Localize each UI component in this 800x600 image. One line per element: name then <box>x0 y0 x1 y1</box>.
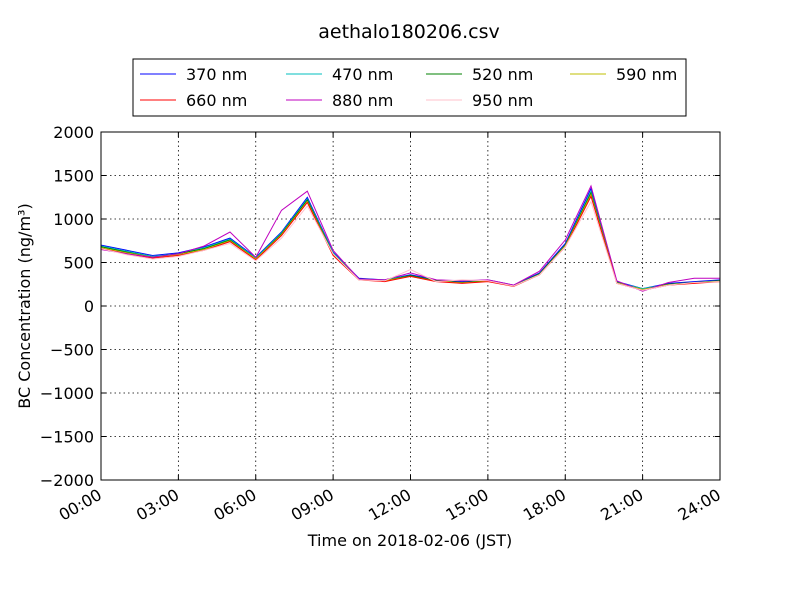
legend-box <box>132 58 687 117</box>
y-axis-label: BC Concentration (ng/m³) <box>15 203 34 408</box>
legend-label: 520 nm <box>472 65 533 84</box>
plot-area <box>100 131 721 481</box>
legend-label: 880 nm <box>332 91 393 110</box>
legend-item: 590 nm <box>570 65 677 84</box>
x-tick-label: 18:00 <box>520 485 569 525</box>
y-tick-label: −1000 <box>40 384 94 403</box>
legend-label: 660 nm <box>186 91 247 110</box>
y-tick-label: 1000 <box>53 210 94 229</box>
y-tick-label: 1500 <box>53 167 94 186</box>
x-tick-label: 15:00 <box>442 485 491 525</box>
legend-items: 370 nm 470 nm 520 nm 590 nm 660 nm 880 nm 950 … <box>140 65 677 110</box>
y-tick-labels: 2000 1500 1000 500 0 −500 −1000 −1500 −2000 <box>40 123 94 490</box>
y-tick-label: 500 <box>63 254 94 273</box>
legend-label: 470 nm <box>332 65 393 84</box>
y-tick-label: −500 <box>50 341 94 360</box>
y-tick-label: 2000 <box>53 123 94 142</box>
legend-label: 370 nm <box>186 65 247 84</box>
legend-item: 880 nm <box>286 91 393 110</box>
x-tick-label: 03:00 <box>133 485 182 525</box>
x-tick-label: 21:00 <box>597 485 646 525</box>
series-layer <box>100 184 721 292</box>
series-line-950-nm <box>100 200 721 291</box>
series-line-880-nm <box>100 184 720 292</box>
x-tick-labels: 00:00 03:00 06:00 09:00 12:00 15:00 18:00 21:00… <box>56 485 724 525</box>
legend: 370 nm 470 nm 520 nm 590 nm 660 nm 880 nm 950 … <box>132 58 687 117</box>
x-tick-label: 09:00 <box>288 485 337 525</box>
x-axis-label: Time on 2018-02-06 (JST) <box>307 531 512 550</box>
x-tick-label: 24:00 <box>675 485 724 525</box>
x-tick-label: 06:00 <box>210 485 259 525</box>
x-tick-label: 12:00 <box>365 485 414 525</box>
legend-item: 520 nm <box>426 65 533 84</box>
ticks-layer <box>100 131 721 481</box>
plot-background <box>101 132 720 480</box>
legend-label: 950 nm <box>472 91 533 110</box>
legend-label: 590 nm <box>616 65 677 84</box>
chart-title: aethalo180206.csv <box>318 21 500 43</box>
x-tick-label: 00:00 <box>56 485 105 525</box>
y-tick-label: −1500 <box>40 428 94 447</box>
legend-item: 370 nm <box>140 65 247 84</box>
legend-item: 660 nm <box>140 91 247 110</box>
y-tick-label: 0 <box>84 297 94 316</box>
legend-item: 470 nm <box>286 65 393 84</box>
y-tick-label: −2000 <box>40 471 94 490</box>
legend-item: 950 nm <box>426 91 533 110</box>
